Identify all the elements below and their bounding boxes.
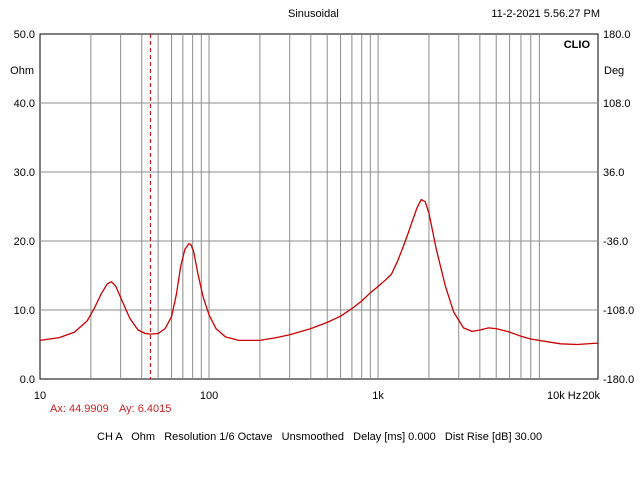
y-right-tick-label: 36.0 (603, 167, 624, 179)
y-left-tick-label: 10.0 (14, 305, 35, 317)
y-left-tick-label: 50.0 (14, 29, 35, 41)
plot-frame (39, 33, 599, 380)
left-axis-unit: Ohm (10, 65, 34, 77)
timestamp: 11-2-2021 5.56.27 PM (491, 8, 600, 20)
y-right-tick-label: -36.0 (603, 236, 628, 248)
cursor-y-readout: Ay: 6.4015 (119, 403, 172, 415)
impedance-curve (39, 198, 599, 346)
grid (40, 34, 598, 379)
y-right-tick-label: -108.0 (603, 305, 634, 317)
tick-labels: 0.0 10.0 20.0 30.0 40.0 50.0 -180.0 -108.0 -36.0… (14, 29, 635, 402)
y-left-tick-label: 20.0 (14, 236, 35, 248)
brand-label: CLIO (564, 39, 591, 51)
x-tick-label: 10k Hz (547, 390, 581, 402)
x-tick-label: 10 (34, 390, 46, 402)
status-line: CH A Ohm Resolution 1/6 Octave Unsmoothe… (97, 431, 543, 443)
y-left-tick-label: 40.0 (14, 98, 35, 110)
x-tick-label: 20k (582, 390, 600, 402)
chart-title: Sinusoidal (288, 8, 339, 20)
right-axis-unit: Deg (604, 65, 624, 77)
curve-layer (39, 198, 599, 346)
y-right-tick-label: 180.0 (603, 29, 631, 41)
x-tick-label: 100 (200, 390, 218, 402)
x-tick-label: 1k (372, 390, 384, 402)
y-left-tick-label: 30.0 (14, 167, 35, 179)
cursor-x-readout: Ax: 44.9909 (50, 403, 109, 415)
y-left-tick-label: 0.0 (20, 374, 35, 386)
y-right-tick-label: -180.0 (603, 374, 634, 386)
y-right-tick-label: 108.0 (603, 98, 631, 110)
